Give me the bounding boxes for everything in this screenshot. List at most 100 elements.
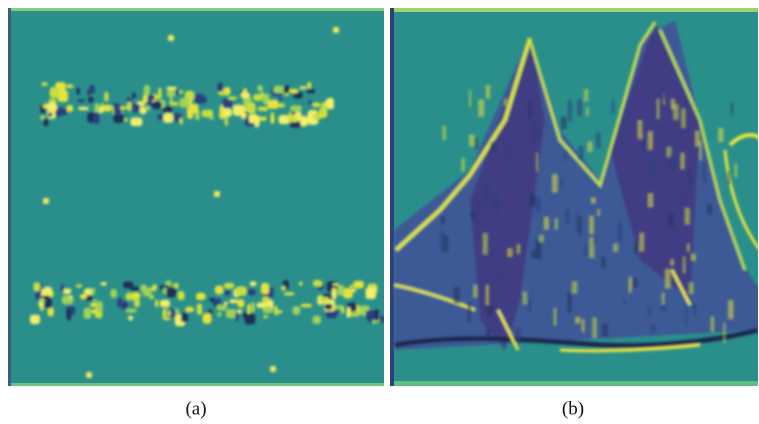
blob (50, 88, 60, 98)
blob (324, 304, 332, 310)
blob (179, 98, 189, 108)
blob (332, 288, 337, 300)
blob (281, 286, 286, 291)
texture-stroke (680, 153, 684, 170)
blob (312, 316, 320, 324)
texture-stroke (589, 216, 594, 235)
edge (8, 8, 11, 386)
texture-stroke (586, 107, 589, 115)
blob (319, 108, 327, 118)
blob (349, 285, 355, 288)
texture-stroke (612, 100, 615, 113)
blob (284, 85, 290, 94)
blob (307, 82, 311, 89)
texture-stroke (442, 126, 445, 140)
blob (228, 97, 237, 100)
blob (48, 307, 54, 316)
texture-stroke (485, 285, 489, 305)
dot (214, 191, 220, 197)
texture-stroke (710, 317, 714, 333)
texture-stroke (688, 282, 693, 294)
texture-stroke (539, 235, 544, 242)
blob (247, 289, 252, 294)
blob (196, 293, 205, 300)
texture-stroke (649, 157, 653, 173)
texture-stroke (441, 216, 445, 224)
blob (216, 305, 226, 311)
edge (390, 8, 758, 12)
blob (284, 292, 295, 295)
blob (152, 101, 162, 109)
dot (86, 372, 92, 378)
blob (346, 307, 350, 318)
texture-stroke (593, 237, 597, 246)
texture-stroke (468, 302, 471, 322)
texture-stroke (665, 269, 671, 289)
blob (155, 299, 158, 307)
blob (251, 302, 255, 313)
texture-stroke (493, 195, 499, 212)
blob (88, 97, 94, 103)
blob (47, 103, 57, 112)
blob (325, 311, 336, 317)
blob (185, 307, 194, 312)
texture-stroke (632, 278, 637, 288)
texture-stroke (662, 85, 665, 100)
texture-stroke (601, 257, 605, 268)
blob (247, 304, 250, 315)
texture-stroke (639, 233, 644, 252)
blob (76, 88, 79, 95)
blob (49, 99, 57, 103)
blob (189, 104, 198, 113)
texture-stroke (657, 99, 660, 119)
texture-stroke (731, 102, 733, 115)
blob (237, 309, 242, 313)
texture-stroke (596, 133, 601, 149)
texture-stroke (576, 212, 579, 231)
blob (224, 100, 232, 107)
texture-stroke (723, 322, 725, 343)
texture-stroke (505, 148, 508, 161)
edge (390, 381, 758, 386)
blob (87, 90, 91, 96)
blob (67, 310, 71, 321)
texture-stroke (486, 329, 491, 339)
blob (226, 309, 237, 318)
edge (8, 383, 384, 386)
blob (76, 284, 83, 287)
blob (337, 285, 344, 296)
texture-stroke (681, 108, 686, 128)
texture-stroke (533, 123, 538, 140)
blob (152, 284, 157, 289)
blob (166, 310, 171, 317)
texture-stroke (478, 100, 484, 117)
texture-stroke (670, 154, 675, 172)
blob (66, 84, 74, 88)
blob (240, 92, 249, 98)
feature-map-background (8, 8, 384, 386)
blob (219, 108, 223, 119)
panel-b (390, 8, 759, 386)
texture-stroke (575, 317, 580, 324)
blob (91, 309, 98, 313)
blob (224, 283, 235, 289)
blob (170, 102, 179, 106)
texture-stroke (572, 281, 578, 293)
texture-stroke (566, 209, 569, 223)
blob (78, 107, 89, 110)
blob (114, 104, 122, 115)
texture-stroke (582, 319, 585, 332)
texture-stroke (469, 90, 471, 107)
texture-stroke (528, 297, 531, 312)
blob (179, 118, 183, 125)
blob (217, 82, 223, 92)
blob (380, 316, 385, 323)
blob (121, 301, 128, 310)
blob (254, 116, 259, 128)
blob (263, 315, 268, 318)
texture-stroke (602, 324, 608, 337)
texture-stroke (578, 146, 583, 160)
blob (229, 299, 238, 303)
blob (120, 106, 127, 109)
texture-stroke (444, 235, 448, 251)
